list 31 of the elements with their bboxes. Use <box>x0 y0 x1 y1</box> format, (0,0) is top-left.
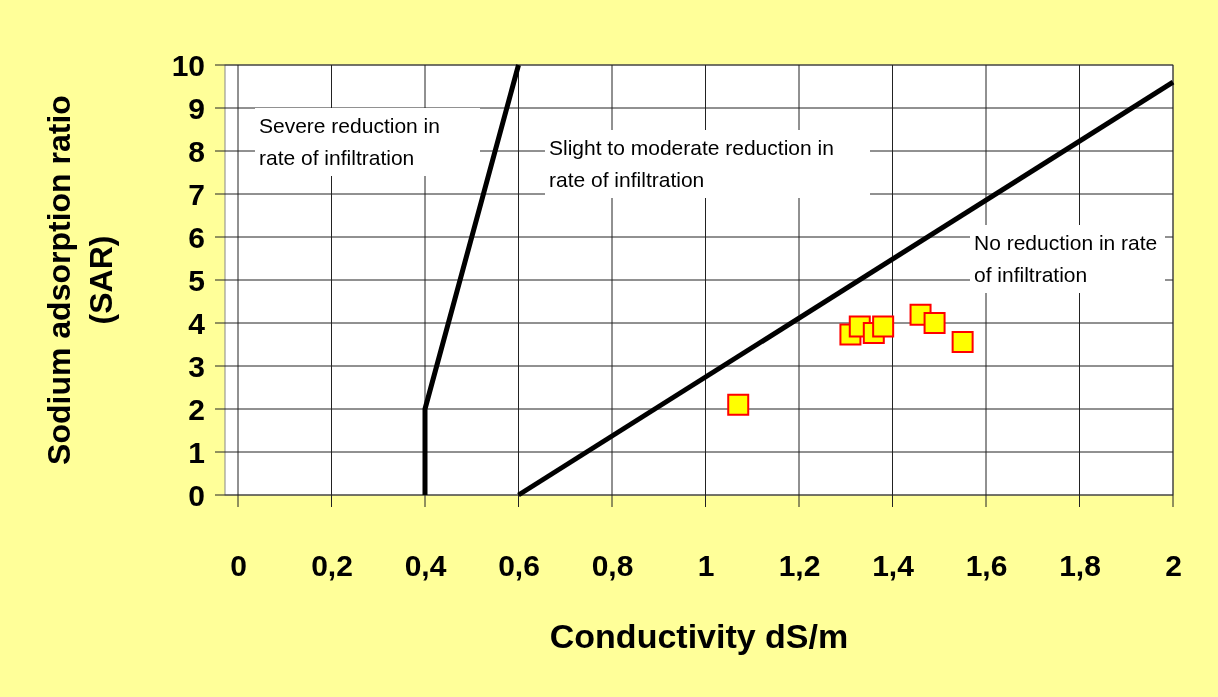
y-tick-label: 9 <box>188 92 205 125</box>
y-tick-label: 3 <box>188 350 205 383</box>
y-axis-title: Sodium adsorption ratio (SAR) <box>41 95 119 465</box>
x-tick-label: 1 <box>697 549 715 583</box>
annotation: Severe reduction in rate of infiltration <box>255 108 480 176</box>
x-tick-label: 0,6 <box>498 549 540 583</box>
y-tick-label: 10 <box>171 49 205 82</box>
x-tick-label: 1,2 <box>778 549 821 583</box>
y-tick-label: 4 <box>188 307 206 340</box>
x-axis-title: Conductivity dS/m <box>549 617 849 655</box>
annotation: Slight to moderate reduction in rate of infiltration <box>545 130 870 198</box>
x-tick-label: 0 <box>230 549 247 583</box>
y-tick-label: 5 <box>188 264 205 297</box>
point <box>727 393 750 416</box>
y-tick-label: 7 <box>188 178 205 211</box>
annotation: No reduction in rate of infiltration <box>970 225 1165 293</box>
x-tick-label: 0,2 <box>311 549 353 583</box>
point <box>951 330 974 353</box>
x-tick-label: 1,8 <box>1059 549 1101 583</box>
x-tick-label: 1,6 <box>965 549 1008 583</box>
point <box>923 312 946 334</box>
x-tick-label: 2 <box>1165 549 1182 583</box>
x-tick-label: 0,4 <box>404 549 447 583</box>
y-tick-label: 1 <box>188 436 205 469</box>
y-tick-label: 0 <box>188 479 205 512</box>
y-tick-label: 2 <box>188 393 205 426</box>
x-tick-label: 1,4 <box>872 549 915 583</box>
y-tick-label: 8 <box>188 135 205 168</box>
point <box>872 315 895 338</box>
x-tick-label: 0,8 <box>591 549 634 583</box>
y-tick-label: 6 <box>188 221 205 254</box>
